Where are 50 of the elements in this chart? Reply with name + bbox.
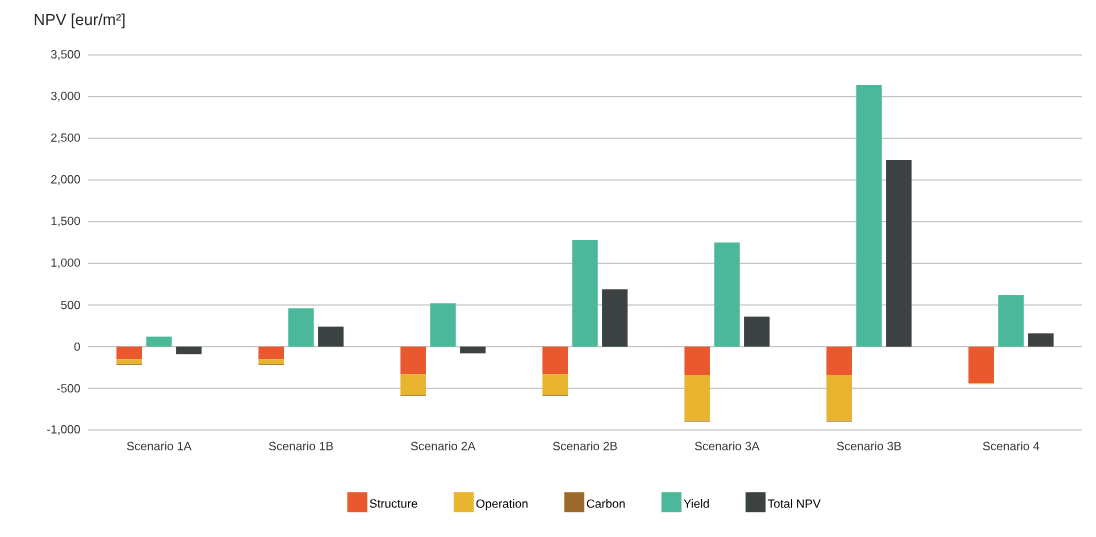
- y-tick-label: 2,000: [51, 175, 81, 185]
- bar: [288, 308, 314, 347]
- legend-label: Total NPV: [767, 499, 821, 508]
- bar: [318, 326, 344, 347]
- legend-label: Structure: [369, 499, 418, 508]
- bar: [146, 336, 172, 347]
- y-tick-label: -1,000: [47, 425, 81, 435]
- y-tick-label: 1,500: [51, 216, 81, 227]
- legend-label: Carbon: [586, 499, 625, 508]
- y-tick-label: 3,000: [51, 91, 81, 102]
- bar: [968, 346, 994, 384]
- bar: [1028, 333, 1054, 347]
- bar: [856, 84, 882, 347]
- bar: [116, 346, 142, 360]
- x-tick-label: Scenario 1A: [126, 441, 192, 451]
- y-tick-label: -500: [57, 384, 81, 393]
- bar: [826, 346, 852, 375]
- bar: [258, 346, 284, 360]
- bar: [430, 303, 456, 347]
- x-tick-label: Scenario 4: [982, 441, 1040, 451]
- legend-label: Operation: [476, 499, 528, 511]
- bar: [176, 346, 202, 355]
- bar: [400, 346, 426, 375]
- y-tick-label: 1,000: [51, 258, 81, 269]
- x-tick-label: Scenario 2A: [410, 441, 476, 451]
- bar: [714, 242, 740, 347]
- bar: [744, 316, 770, 347]
- bar: [116, 359, 142, 365]
- bar: [460, 346, 486, 354]
- bar: [542, 346, 568, 375]
- bar: [400, 374, 426, 395]
- bar: [684, 374, 710, 421]
- bar: [684, 346, 710, 375]
- bar: [826, 374, 852, 421]
- legend-label: Yield: [683, 499, 709, 508]
- bar: [542, 374, 568, 395]
- bar: [998, 294, 1024, 347]
- y-tick-label: 500: [61, 300, 81, 310]
- bar: [602, 289, 628, 347]
- y-tick-label: 0: [74, 342, 81, 351]
- x-tick-label: Scenario 1B: [268, 441, 333, 451]
- y-tick-label: 2,500: [51, 133, 81, 144]
- y-axis-title: NPV [eur/m²]: [34, 13, 125, 29]
- bar: [572, 239, 598, 347]
- x-tick-label: Scenario 3A: [694, 441, 760, 451]
- bar: [886, 159, 912, 347]
- y-tick-label: 3,500: [51, 50, 81, 60]
- bar: [258, 359, 284, 365]
- x-tick-label: Scenario 3B: [836, 441, 901, 451]
- x-tick-label: Scenario 2B: [552, 441, 617, 451]
